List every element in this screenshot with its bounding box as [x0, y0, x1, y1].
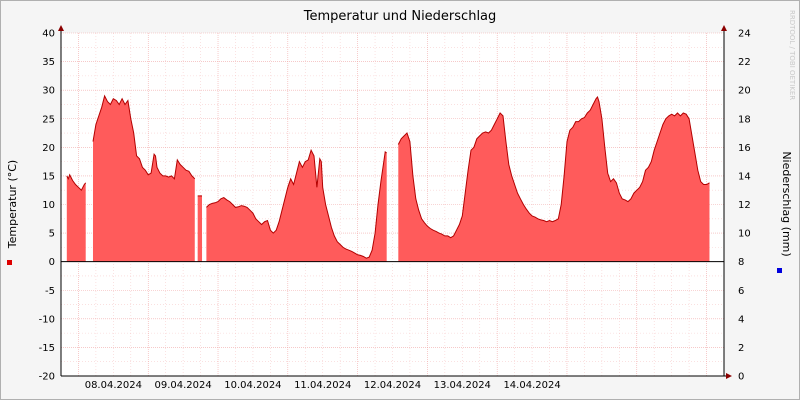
temperature-area	[206, 150, 387, 262]
y-right-tick-label: 20	[738, 86, 751, 97]
x-tick-label: 12.04.2024	[364, 380, 421, 391]
y-left-tick-label: -15	[39, 343, 55, 354]
temperature-line	[92, 94, 196, 180]
y-right-tick-label: 24	[738, 29, 751, 40]
y-right-tick-label: 10	[738, 229, 751, 240]
y-axis-left-label: Temperatur (°C)	[6, 160, 19, 249]
temperature-area	[398, 97, 710, 262]
y-axis-right-label: Niederschlag (mm)	[780, 151, 793, 256]
y-left-tick-label: -20	[39, 372, 55, 383]
temperature-legend-marker	[7, 260, 12, 265]
axes	[58, 25, 732, 379]
y-left-tick-label: 20	[42, 143, 55, 154]
x-tick-label: 08.04.2024	[85, 380, 142, 391]
y-left-tick-label: 15	[42, 171, 55, 182]
temperature-area	[197, 195, 203, 262]
y-left-tick-label: 5	[49, 229, 55, 240]
x-tick-label: 14.04.2024	[503, 380, 560, 391]
y-left-tick-label: 10	[42, 200, 55, 211]
tick-labels: 4035302520151050-5-10-15-202422201816141…	[39, 29, 751, 392]
chart-title: Temperatur und Niederschlag	[303, 9, 497, 24]
y-left-tick-label: 30	[42, 86, 55, 97]
x-tick-label: 10.04.2024	[224, 380, 281, 391]
y-left-tick-label: 25	[42, 114, 55, 125]
y-left-tick-label: -10	[39, 314, 55, 325]
y-right-tick-label: 4	[738, 314, 744, 325]
rrdtool-watermark: RRDTOOL / TOBI OETIKER	[788, 10, 796, 100]
x-tick-label: 11.04.2024	[294, 380, 351, 391]
temperature-area	[92, 95, 195, 262]
y-right-tick-label: 0	[738, 372, 744, 383]
temperature-area	[66, 174, 86, 262]
x-tick-label: 13.04.2024	[434, 380, 491, 391]
y-left-tick-label: -5	[45, 286, 55, 297]
precipitation-legend-marker	[777, 268, 782, 273]
x-tick-label: 09.04.2024	[154, 380, 211, 391]
y-right-tick-label: 12	[738, 200, 751, 211]
y-right-tick-label: 18	[738, 114, 751, 125]
y-left-tick-label: 40	[42, 29, 55, 40]
y-left-tick-label: 0	[49, 257, 55, 268]
y-right-tick-label: 14	[738, 171, 751, 182]
y-axis-left-arrow	[58, 25, 64, 31]
y-right-tick-label: 2	[738, 343, 744, 354]
y-right-tick-label: 16	[738, 143, 751, 154]
y-right-tick-label: 8	[738, 257, 744, 268]
temperature-area-series	[66, 94, 710, 262]
y-axis-right-arrow	[721, 25, 727, 31]
temperature-line	[66, 173, 87, 192]
x-axis-arrow	[726, 373, 732, 379]
temperature-line	[397, 95, 710, 239]
y-right-tick-label: 22	[738, 57, 751, 68]
y-right-tick-label: 6	[738, 286, 744, 297]
temperature-line	[206, 148, 387, 259]
y-left-tick-label: 35	[42, 57, 55, 68]
